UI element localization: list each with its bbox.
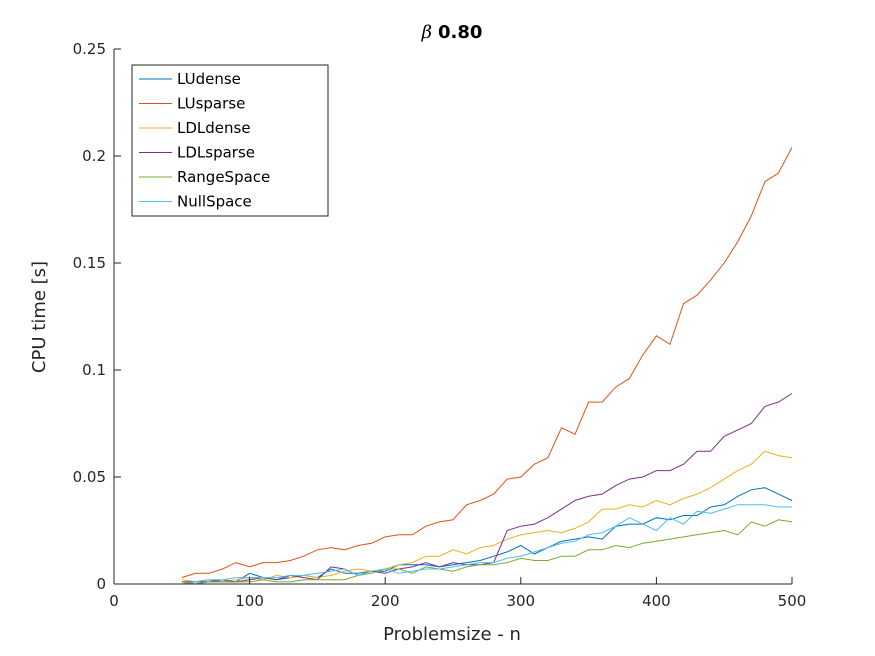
y-tick-label: 0 (96, 575, 106, 593)
y-tick-label: 0.15 (73, 254, 106, 272)
series-line-nullspace (181, 504, 792, 585)
title-value: 0.80 (438, 22, 482, 43)
y-tick-label: 0.1 (82, 361, 106, 379)
legend-label-ldldense: LDLdense (177, 119, 251, 137)
y-tick-label: 0.25 (73, 40, 106, 58)
title-symbol: β (421, 22, 432, 43)
x-tick-label: 0 (109, 592, 119, 610)
legend-box (131, 64, 329, 217)
series-line-lusparse (181, 147, 793, 579)
series-line-ludense (181, 487, 793, 583)
series-group (181, 147, 793, 585)
x-tick-label: 300 (506, 592, 535, 610)
x-tick-label: 100 (235, 592, 264, 610)
chart-title: β 0.80 (421, 22, 483, 43)
x-axis: 0 100 200 300 400 500 (109, 577, 806, 610)
legend: LUdense LUsparse LDLdense LDLsparse RangeSpa… (131, 64, 329, 217)
x-tick-label: 200 (371, 592, 400, 610)
series-line-rangespace (181, 519, 793, 585)
legend-label-nullspace: NullSpace (177, 193, 252, 211)
y-axis: 0 0.05 0.1 0.15 0.2 0.25 (73, 40, 121, 593)
legend-label-lusparse: LUsparse (177, 95, 245, 113)
y-tick-label: 0.2 (82, 147, 106, 165)
x-axis-title: Problemsize - n (383, 624, 521, 645)
y-tick-label: 0.05 (73, 468, 106, 486)
y-axis-title: CPU time [s] (29, 261, 50, 373)
x-tick-label: 400 (642, 592, 671, 610)
legend-label-ludense: LUdense (177, 70, 241, 88)
axis-lines (113, 49, 792, 585)
series-line-ldlsparse (181, 393, 793, 583)
legend-label-ldlsparse: LDLsparse (177, 144, 255, 162)
x-tick-label: 500 (778, 592, 807, 610)
legend-label-rangespace: RangeSpace (177, 168, 270, 186)
